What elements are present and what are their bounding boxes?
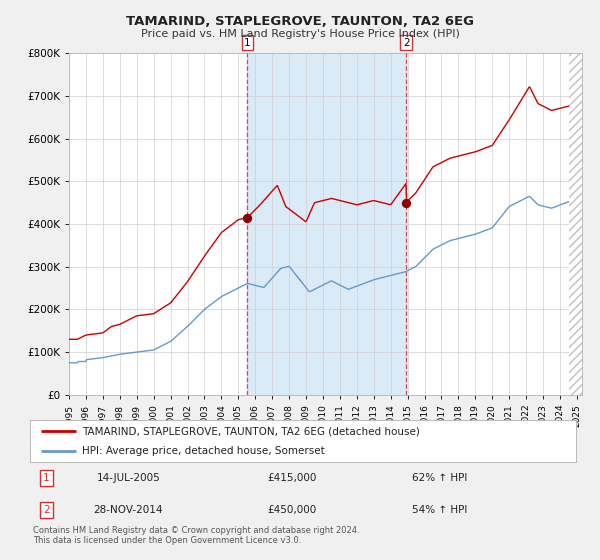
Text: 14-JUL-2005: 14-JUL-2005: [97, 473, 160, 483]
Text: 1: 1: [43, 473, 50, 483]
Text: TAMARIND, STAPLEGROVE, TAUNTON, TA2 6EG (detached house): TAMARIND, STAPLEGROVE, TAUNTON, TA2 6EG …: [82, 426, 420, 436]
Text: 62% ↑ HPI: 62% ↑ HPI: [412, 473, 467, 483]
Bar: [569, 53, 586, 395]
Text: HPI: Average price, detached house, Somerset: HPI: Average price, detached house, Some…: [82, 446, 325, 456]
Text: 2: 2: [403, 38, 409, 48]
Text: This data is licensed under the Open Government Licence v3.0.: This data is licensed under the Open Gov…: [33, 536, 301, 545]
Point: [242, 213, 252, 222]
Point: [401, 198, 411, 207]
Text: 1: 1: [244, 38, 251, 48]
Text: £450,000: £450,000: [268, 505, 317, 515]
Bar: [569, 53, 586, 395]
Bar: [247, 53, 406, 395]
Text: £415,000: £415,000: [268, 473, 317, 483]
Text: TAMARIND, STAPLEGROVE, TAUNTON, TA2 6EG: TAMARIND, STAPLEGROVE, TAUNTON, TA2 6EG: [126, 15, 474, 28]
Text: 2: 2: [43, 505, 50, 515]
Text: 54% ↑ HPI: 54% ↑ HPI: [412, 505, 467, 515]
Text: 28-NOV-2014: 28-NOV-2014: [94, 505, 163, 515]
Text: Contains HM Land Registry data © Crown copyright and database right 2024.: Contains HM Land Registry data © Crown c…: [33, 526, 359, 535]
Text: Price paid vs. HM Land Registry's House Price Index (HPI): Price paid vs. HM Land Registry's House …: [140, 29, 460, 39]
